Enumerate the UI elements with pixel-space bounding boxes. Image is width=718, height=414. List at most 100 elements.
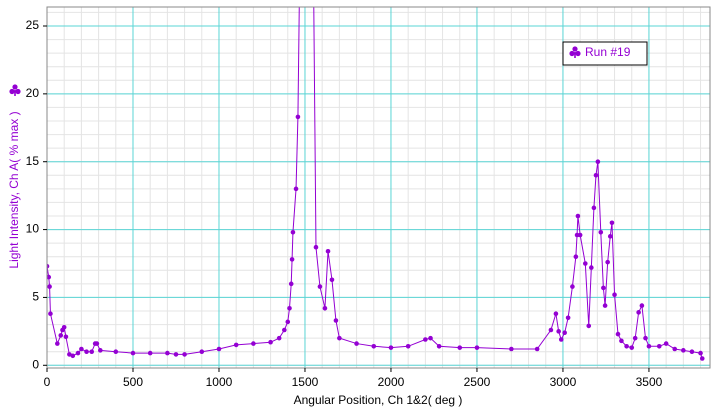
data-point bbox=[276, 335, 282, 341]
data-point bbox=[607, 234, 613, 239]
x-axis-label: Angular Position, Ch 1&2( deg ) bbox=[294, 393, 463, 407]
data-point bbox=[325, 248, 331, 254]
data-point bbox=[295, 114, 301, 120]
data-point bbox=[577, 232, 583, 238]
data-point bbox=[147, 350, 153, 356]
grid bbox=[46, 7, 710, 368]
legend: Run #19 bbox=[562, 41, 648, 66]
data-point bbox=[609, 220, 615, 226]
data-point bbox=[612, 292, 617, 298]
legend-label: Run #19 bbox=[585, 45, 631, 59]
data-point bbox=[689, 349, 695, 355]
data-point bbox=[509, 346, 514, 352]
data-point bbox=[289, 257, 295, 262]
data-point bbox=[333, 318, 339, 323]
data-point bbox=[371, 343, 377, 349]
legend-box bbox=[562, 41, 648, 66]
data-point bbox=[699, 356, 705, 361]
data-point bbox=[75, 350, 81, 356]
data-point bbox=[322, 305, 328, 311]
data-point bbox=[474, 345, 480, 350]
data-point bbox=[130, 350, 136, 356]
data-point bbox=[329, 277, 335, 283]
data-point bbox=[643, 335, 648, 341]
x-tick-label: 500 bbox=[123, 375, 143, 389]
data-point bbox=[233, 342, 239, 348]
plot-area bbox=[47, 7, 705, 361]
data-point bbox=[553, 311, 559, 317]
data-point bbox=[216, 346, 222, 352]
x-tick-label: 2000 bbox=[378, 375, 405, 389]
data-point bbox=[639, 303, 645, 308]
plot-frame bbox=[46, 6, 711, 369]
data-point bbox=[629, 345, 635, 350]
data-point bbox=[698, 350, 703, 356]
data-point bbox=[58, 333, 64, 338]
data-point bbox=[656, 343, 662, 349]
data-point bbox=[575, 213, 581, 219]
y-tick-label: 5 bbox=[32, 290, 39, 304]
data-point bbox=[47, 284, 52, 289]
y-tick-label: 20 bbox=[26, 86, 40, 100]
data-point bbox=[548, 327, 554, 333]
data-point bbox=[70, 353, 76, 359]
data-point bbox=[47, 263, 50, 269]
data-point bbox=[593, 172, 599, 178]
data-point bbox=[84, 349, 89, 355]
data-point bbox=[589, 265, 594, 270]
y-tick-label: 15 bbox=[26, 154, 40, 168]
data-point bbox=[48, 311, 53, 317]
data-point bbox=[337, 335, 342, 341]
y-axis-label: Light Intensity, Ch A( % max ) bbox=[7, 111, 21, 268]
data-point bbox=[423, 337, 428, 342]
data-point bbox=[595, 159, 601, 165]
data-point bbox=[288, 281, 294, 287]
data-point bbox=[534, 346, 540, 352]
data-point bbox=[565, 315, 571, 321]
data-point bbox=[457, 345, 463, 350]
data-point bbox=[605, 259, 610, 265]
data-point bbox=[317, 284, 323, 289]
x-tick-label: 1500 bbox=[292, 375, 319, 389]
data-point bbox=[558, 337, 564, 342]
data-point bbox=[388, 345, 394, 350]
data-point bbox=[602, 303, 608, 308]
x-tick-label: 1000 bbox=[206, 375, 233, 389]
data-point bbox=[636, 310, 641, 315]
x-tick-label: 2500 bbox=[464, 375, 491, 389]
data-point bbox=[165, 350, 170, 356]
data-point bbox=[293, 186, 299, 192]
data-point bbox=[598, 229, 604, 235]
x-tick-label: 0 bbox=[44, 375, 51, 389]
data-point bbox=[199, 349, 205, 355]
data-point bbox=[313, 244, 319, 250]
data-point bbox=[268, 339, 273, 345]
data-point bbox=[173, 352, 179, 357]
x-tick-label: 3000 bbox=[550, 375, 577, 389]
y-axis-title: Light Intensity, Ch A( % max ) bbox=[7, 84, 21, 269]
data-point bbox=[287, 305, 292, 311]
data-point bbox=[601, 285, 606, 291]
data-point bbox=[562, 330, 567, 336]
y-tick-label: 10 bbox=[26, 222, 40, 236]
data-point bbox=[586, 323, 592, 329]
data-point bbox=[94, 341, 100, 346]
data-point bbox=[624, 343, 629, 349]
data-point bbox=[583, 261, 588, 266]
data-point bbox=[672, 346, 678, 352]
data-point bbox=[290, 229, 296, 235]
legend-icon bbox=[569, 46, 581, 58]
data-point bbox=[55, 341, 60, 346]
data-point bbox=[354, 341, 359, 346]
data-point bbox=[615, 331, 621, 337]
data-point bbox=[573, 254, 579, 260]
x-tick-label: 3500 bbox=[636, 375, 663, 389]
data-point bbox=[405, 343, 411, 349]
data-point bbox=[436, 343, 442, 349]
data-point bbox=[428, 335, 433, 341]
data-point bbox=[182, 352, 187, 357]
data-point bbox=[570, 284, 575, 289]
data-point bbox=[591, 205, 597, 211]
